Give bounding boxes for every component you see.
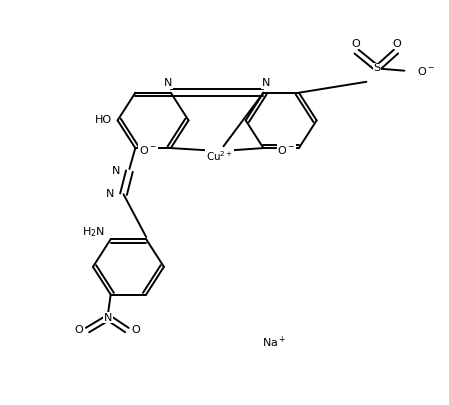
Text: S: S (374, 64, 381, 73)
Text: O: O (132, 325, 140, 335)
Text: O: O (74, 325, 83, 335)
Text: N: N (164, 78, 172, 88)
Text: N: N (104, 313, 112, 323)
Text: Na$^+$: Na$^+$ (262, 335, 286, 350)
Text: N: N (106, 189, 114, 199)
Text: O$^-$: O$^-$ (139, 144, 157, 156)
Text: O: O (392, 38, 401, 49)
Text: O: O (351, 38, 360, 49)
Text: Cu$^{2+}$: Cu$^{2+}$ (206, 149, 233, 163)
Text: N: N (112, 166, 120, 176)
Text: O$^-$: O$^-$ (417, 65, 435, 77)
Text: H$_2$N: H$_2$N (82, 226, 105, 239)
Text: HO: HO (95, 115, 112, 126)
Text: N: N (262, 78, 270, 88)
Text: O$^-$: O$^-$ (277, 144, 295, 156)
